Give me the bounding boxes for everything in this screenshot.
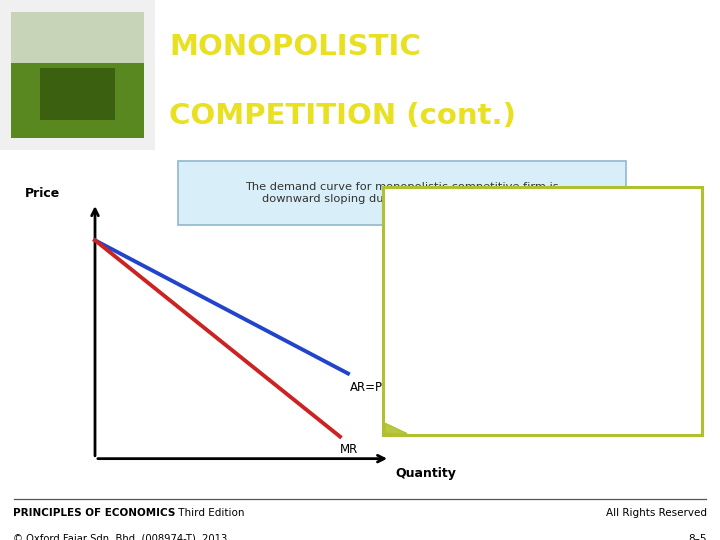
Text: PRINCIPLES OF ECONOMICS: PRINCIPLES OF ECONOMICS: [13, 508, 176, 518]
Polygon shape: [385, 423, 407, 434]
Text: Quantity: Quantity: [395, 467, 456, 480]
Text: The demand curve for monopolistic competitive firm is
downward sloping due to pr: The demand curve for monopolistic compet…: [246, 183, 559, 204]
Text: Demand curve for monopolistic: Demand curve for monopolistic: [395, 198, 614, 211]
Bar: [11, 63, 144, 138]
Text: and: and: [502, 374, 536, 387]
Bar: [40, 68, 115, 120]
Text: MR: MR: [340, 443, 359, 456]
Text: © Oxford Fajar Sdn. Bhd. (008974-T), 2013: © Oxford Fajar Sdn. Bhd. (008974-T), 201…: [13, 534, 228, 540]
Text: monopolistic competition there: monopolistic competition there: [395, 339, 614, 352]
Text: competitive firm is: competitive firm is: [395, 233, 531, 246]
Text: than demand curve for: than demand curve for: [395, 268, 556, 281]
Text: more elastic: more elastic: [531, 233, 618, 246]
Text: monopolist firm because in: monopolist firm because in: [395, 303, 585, 316]
Text: Third Edition: Third Edition: [176, 508, 245, 518]
Text: .: .: [474, 409, 479, 422]
Text: Price: Price: [25, 187, 60, 200]
Bar: [11, 12, 144, 138]
FancyBboxPatch shape: [383, 187, 702, 435]
Text: MONOPOLISTIC: MONOPOLISTIC: [169, 33, 421, 61]
Text: substitutes: substitutes: [395, 409, 474, 422]
Text: AR=P: AR=P: [350, 381, 383, 394]
Text: COMPETITION (cont.): COMPETITION (cont.): [169, 102, 516, 130]
Text: many firms: many firms: [423, 374, 502, 387]
FancyBboxPatch shape: [179, 161, 626, 225]
Bar: [0, 0, 155, 150]
Text: 8–5: 8–5: [688, 534, 707, 540]
Text: many: many: [536, 374, 575, 387]
Text: All Rights Reserved: All Rights Reserved: [606, 508, 707, 518]
Text: are: are: [395, 374, 423, 387]
